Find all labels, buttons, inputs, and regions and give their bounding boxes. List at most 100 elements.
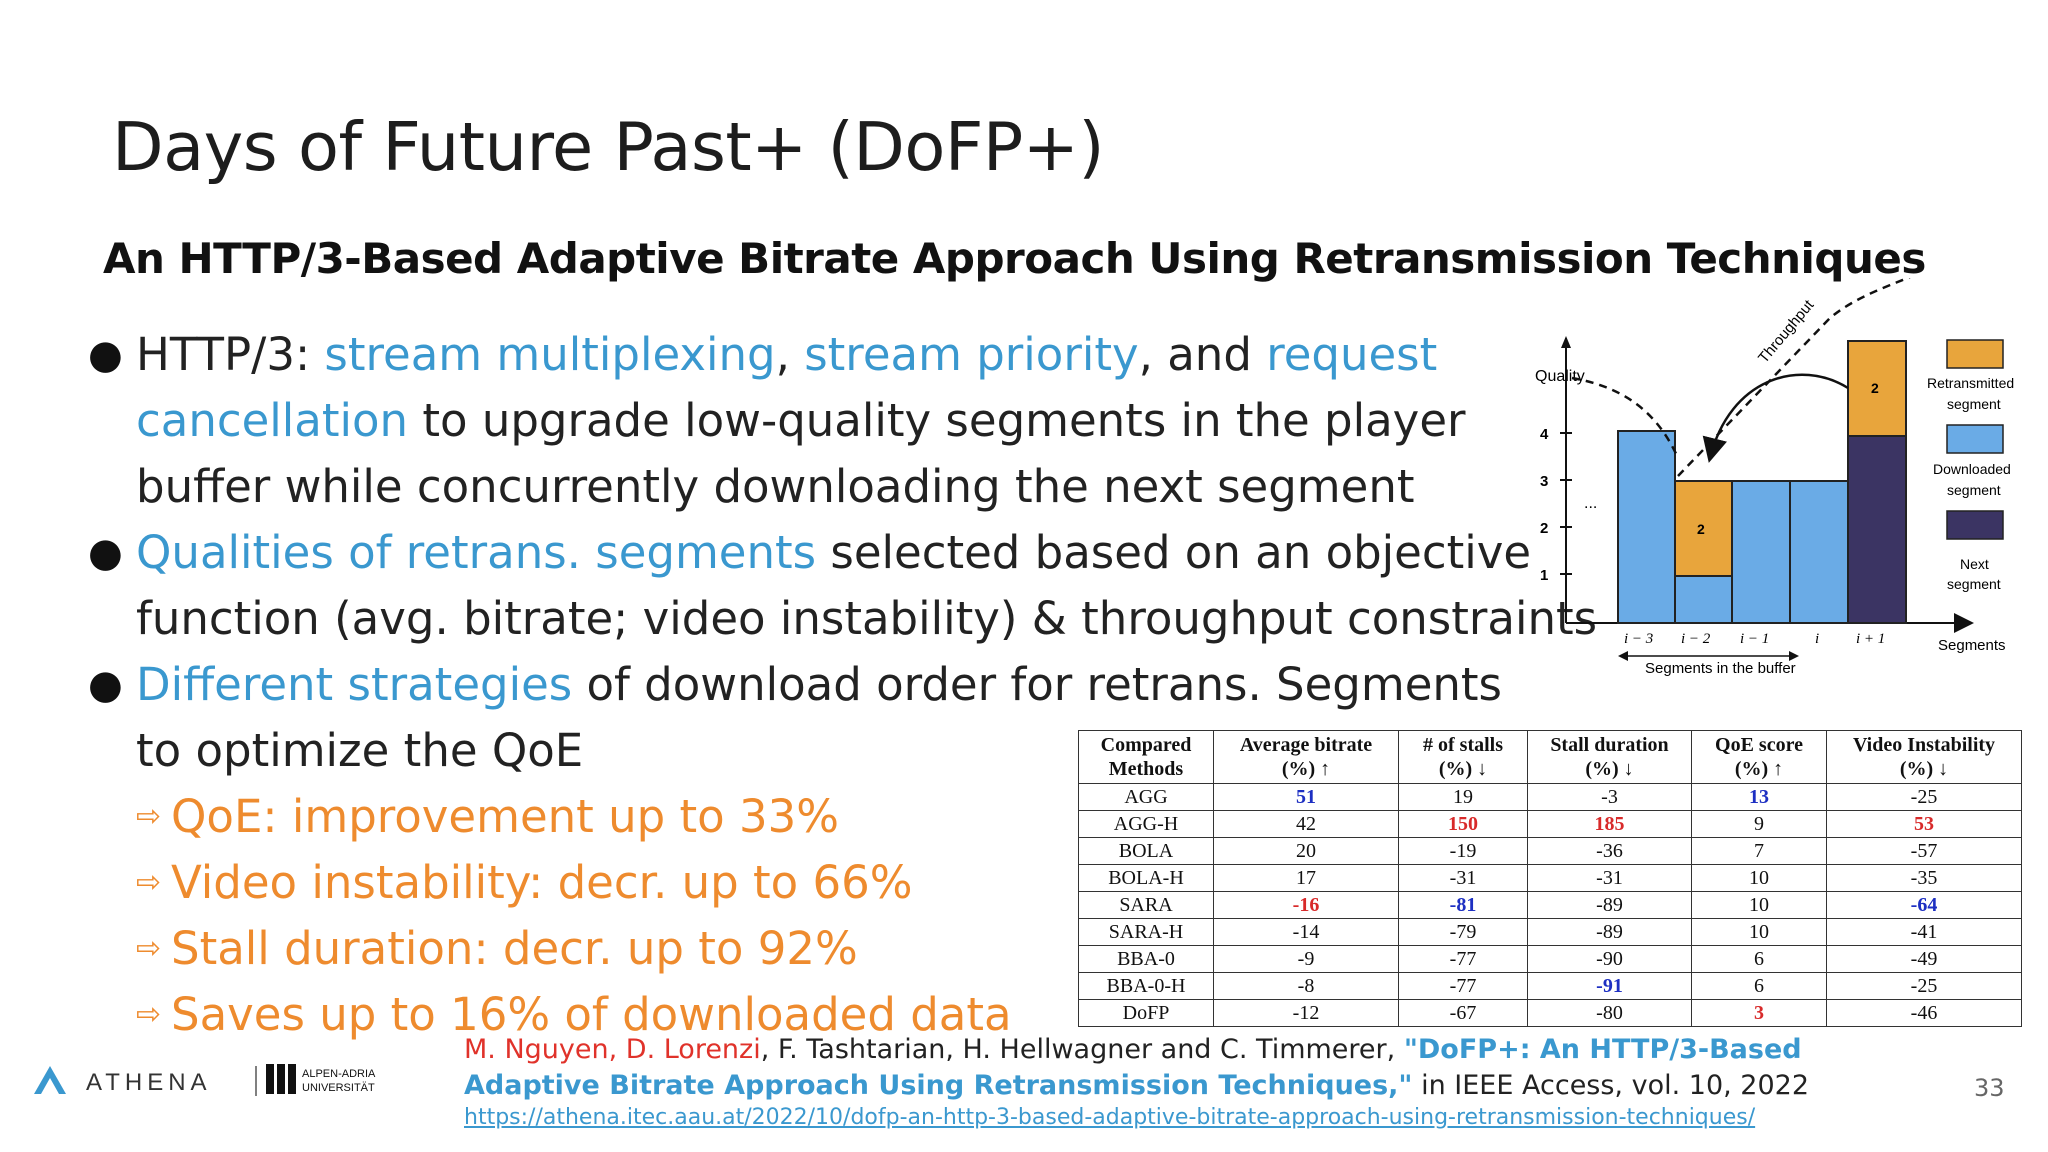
athena-logo-text: ATHENA — [86, 1069, 212, 1096]
table-row: DoFP -12 -67 -80 3 -46 — [1078, 999, 2022, 1027]
value-cell: 10 — [1691, 864, 1827, 892]
value-cell: -89 — [1527, 918, 1692, 946]
athena-logo: ATHENA — [34, 1066, 257, 1096]
value-cell: -9 — [1213, 945, 1399, 973]
aau-logo-icon — [266, 1064, 274, 1094]
buffer-label: Segments in the buffer — [1645, 660, 1796, 677]
table-row: BOLA 20 -19 -36 7 -57 — [1078, 837, 2022, 865]
bullet-text: , — [775, 328, 805, 381]
value-cell: 9 — [1691, 810, 1827, 838]
header-text: (%) ↑ — [1281, 758, 1331, 780]
table-body: AGG 51 19 -3 13 -25 AGG-H 42 150 185 9 53 BOLA 20 -19-… — [1078, 783, 2022, 1027]
value-cell: -31 — [1527, 864, 1692, 892]
value-cell: -67 — [1398, 999, 1528, 1027]
logos: ATHENA ALPEN-ADRIA UNIVERSITÄT — [34, 1064, 376, 1096]
value-cell: 19 — [1398, 783, 1528, 811]
header-stall-duration: Stall duration (%) ↓ — [1527, 730, 1692, 784]
header-text: Video Instability — [1852, 734, 1996, 756]
value-cell: -81 — [1398, 891, 1528, 919]
method-name-cell: BOLA — [1078, 837, 1214, 865]
value-cell: -49 — [1826, 945, 2022, 973]
x-tick-label: i − 1 — [1740, 631, 1769, 647]
value-cell: -35 — [1826, 864, 2022, 892]
throughput-dashed-curve — [1571, 376, 1680, 459]
page-number: 33 — [1974, 1074, 2005, 1102]
value-cell: -90 — [1527, 945, 1692, 973]
header-qoe-score: QoE score (%) ↑ — [1691, 730, 1827, 784]
value-cell: -41 — [1826, 918, 2022, 946]
aau-logo-text: ALPEN-ADRIA — [302, 1068, 376, 1080]
table-row: BBA-0 -9 -77 -90 6 -49 — [1078, 945, 2022, 973]
value-cell: -89 — [1527, 891, 1692, 919]
slide-subtitle: An HTTP/3-Based Adaptive Bitrate Approac… — [103, 234, 1926, 283]
next-retransmitted-quality-label: 2 — [1871, 380, 1879, 396]
bullet-text: , and — [1138, 328, 1267, 381]
bullet-text: to upgrade low-quality segments in the p… — [136, 394, 1466, 513]
value-cell: -14 — [1213, 918, 1399, 946]
buffer-right-arrow-icon — [1789, 651, 1799, 661]
highlight-text: Qualities of retrans. segments — [136, 526, 817, 579]
method-name-cell: AGG — [1078, 783, 1214, 811]
results-table: Compared Methods Average bitrate (%) ↑ # o… — [1078, 730, 2022, 1027]
value-cell: -36 — [1527, 837, 1692, 865]
sub-bullet-instability: ⇨ Video instability: decr. up to 66% — [88, 850, 1608, 916]
header-average-bitrate: Average bitrate (%) ↑ — [1213, 730, 1399, 784]
value-cell: -8 — [1213, 972, 1399, 1000]
retransmitted-quality-label: 2 — [1697, 521, 1705, 537]
y-axis-label: Quality — [1535, 368, 1585, 385]
y-tick-label: 3 — [1540, 473, 1548, 490]
citation-venue: in IEEE Access, vol. 10, 2022 — [1412, 1070, 1809, 1101]
bullet-text: of download order for retrans. Segments … — [136, 658, 1502, 777]
sub-bullet-data: ⇨ Saves up to 16% of downloaded data — [88, 982, 1608, 1048]
value-cell: -19 — [1398, 837, 1528, 865]
value-cell: 17 — [1213, 864, 1399, 892]
citation-authors: , F. Tashtarian, H. Hellwagner and C. Ti… — [760, 1034, 1404, 1065]
bullet-strategies: ● Different strategies of download order… — [88, 652, 1556, 784]
value-cell: 53 — [1826, 810, 2022, 838]
value-cell: -79 — [1398, 918, 1528, 946]
value-cell: 3 — [1691, 999, 1827, 1027]
bullet-qualities: ● Qualities of retrans. segments selecte… — [88, 520, 1636, 652]
legend-next-label: segment — [1947, 576, 2001, 592]
buffer-diagram: Quality 1 2 3 4 ... 2 2 Throughput i − 3 — [1535, 278, 2014, 677]
method-name-cell: BBA-0 — [1078, 945, 1214, 973]
value-cell: 42 — [1213, 810, 1399, 838]
value-cell: -46 — [1826, 999, 2022, 1027]
bar-segment-i-3 — [1617, 430, 1676, 624]
bullet-dot-icon: ● — [88, 530, 123, 576]
method-name-cell: BBA-0-H — [1078, 972, 1214, 1000]
value-cell: 20 — [1213, 837, 1399, 865]
retransmission-arrow — [1702, 373, 1849, 463]
method-name-cell: AGG-H — [1078, 810, 1214, 838]
throughput-dashed-line — [1677, 278, 1911, 477]
citation: M. Nguyen, D. Lorenzi, F. Tashtarian, H.… — [464, 1032, 1914, 1130]
bar-next-segment — [1847, 435, 1907, 624]
value-cell: -91 — [1527, 972, 1692, 1000]
table-row: SARA-H -14 -79 -89 10 -41 — [1078, 918, 2022, 946]
slide-title: Days of Future Past+ (DoFP+) — [112, 108, 1105, 186]
value-cell: -3 — [1527, 783, 1692, 811]
legend-downloaded-swatch — [1946, 424, 2004, 454]
table-row: AGG-H 42 150 185 9 53 — [1078, 810, 2022, 838]
highlight-text: Different strategies — [136, 658, 573, 711]
ellipsis: ... — [1584, 495, 1597, 512]
y-tick-label: 2 — [1540, 520, 1548, 537]
value-cell: 10 — [1691, 891, 1827, 919]
value-cell: 6 — [1691, 945, 1827, 973]
value-cell: -77 — [1398, 972, 1528, 1000]
citation-link[interactable]: https://athena.itec.aau.at/2022/10/dofp-… — [464, 1105, 1756, 1130]
y-tick-label: 1 — [1540, 567, 1548, 584]
segments-axis-label: Segments — [1938, 637, 2006, 654]
buffer-left-arrow-icon — [1618, 651, 1628, 661]
value-cell: 6 — [1691, 972, 1827, 1000]
aau-logo: ALPEN-ADRIA UNIVERSITÄT — [266, 1064, 376, 1094]
value-cell: -25 — [1826, 972, 2022, 1000]
value-cell: -64 — [1826, 891, 2022, 919]
x-tick-label: i − 2 — [1681, 631, 1711, 647]
table-header-row: Compared Methods Average bitrate (%) ↑ # o… — [1078, 730, 2022, 784]
bullet-text: HTTP/3: — [136, 328, 325, 381]
table-row: SARA -16 -81 -89 10 -64 — [1078, 891, 2022, 919]
citation-paper-title: "DoFP+: An HTTP/3-Based Adaptive Bitrate… — [464, 1034, 1802, 1101]
bullet-list: ● HTTP/3: stream multiplexing, stream pr… — [88, 322, 1608, 1048]
y-axis-arrow-icon — [1561, 336, 1571, 348]
